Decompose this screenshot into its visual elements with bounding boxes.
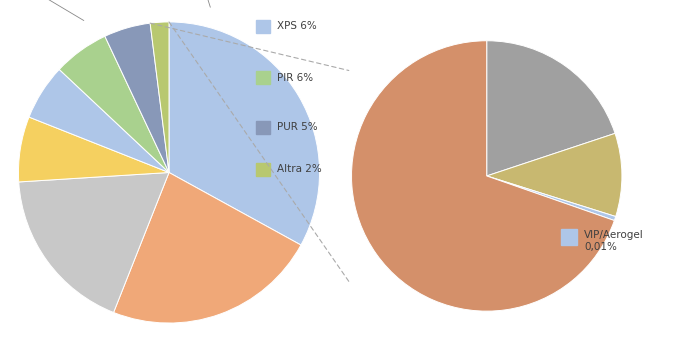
Bar	[256, 20, 270, 33]
Text: XPS 6%: XPS 6%	[277, 21, 317, 31]
Text: PIR 6%: PIR 6%	[277, 73, 314, 83]
Wedge shape	[487, 134, 622, 217]
Wedge shape	[18, 117, 169, 182]
Wedge shape	[169, 22, 320, 245]
Wedge shape	[114, 172, 301, 323]
Wedge shape	[487, 41, 615, 176]
Wedge shape	[352, 41, 614, 311]
Bar	[256, 71, 270, 85]
Bar	[256, 163, 270, 176]
Bar	[256, 120, 270, 134]
Wedge shape	[150, 22, 169, 172]
Wedge shape	[59, 36, 169, 172]
Text: VIP/Aerogel
0,01%: VIP/Aerogel 0,01%	[584, 230, 644, 252]
Wedge shape	[105, 23, 169, 172]
Text: PUR 5%: PUR 5%	[277, 122, 318, 132]
Bar	[561, 229, 577, 245]
Wedge shape	[29, 69, 169, 172]
Text: Altra 2%: Altra 2%	[277, 165, 322, 175]
Wedge shape	[19, 172, 169, 313]
Wedge shape	[487, 176, 616, 220]
